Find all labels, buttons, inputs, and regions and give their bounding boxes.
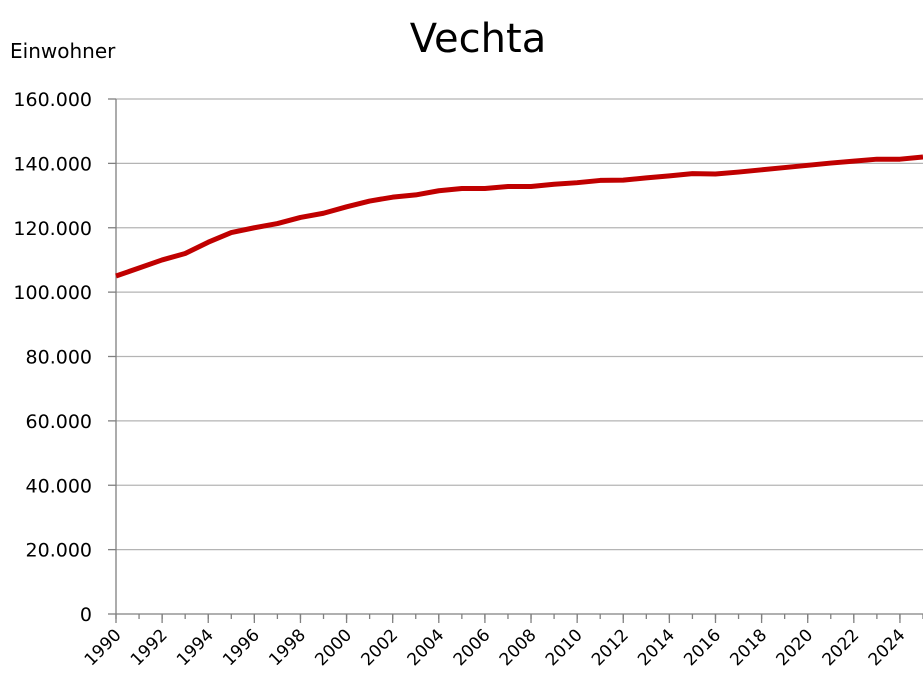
x-tick-label: 2008 <box>496 625 541 670</box>
y-tick-label: 100.000 <box>13 282 92 304</box>
x-tick-label: 2002 <box>357 625 402 670</box>
y-tick-label: 160.000 <box>13 89 92 111</box>
x-tick-label: 2024 <box>865 625 910 670</box>
x-tick-label: 2018 <box>726 625 771 670</box>
y-tick-label: 120.000 <box>13 218 92 240</box>
x-tick-label: 1990 <box>81 625 126 670</box>
x-tick-label: 2004 <box>404 625 449 670</box>
chart-title: Vechta <box>410 16 546 62</box>
data-line <box>115 154 923 279</box>
y-tick-label: 40.000 <box>26 475 92 497</box>
x-tick-label: 1998 <box>265 625 310 670</box>
y-tick-label: 0 <box>80 604 92 626</box>
x-tick-label: 2012 <box>588 625 633 670</box>
y-tick-label: 20.000 <box>26 540 92 562</box>
x-tick-label: 2006 <box>450 625 495 670</box>
x-tick-label: 2020 <box>773 625 818 670</box>
y-axis-label: Einwohner <box>10 39 116 63</box>
x-tick-label: 2022 <box>819 625 864 670</box>
y-tick-label: 140.000 <box>13 153 92 175</box>
y-tick-label: 80.000 <box>26 347 92 369</box>
x-tick-label: 2010 <box>542 625 587 670</box>
x-tick-label: 1992 <box>127 625 172 670</box>
x-tick-label: 2000 <box>311 625 356 670</box>
x-tick-label: 2014 <box>634 625 679 670</box>
x-tick-label: 1996 <box>219 625 264 670</box>
x-tick-label: 2016 <box>680 625 725 670</box>
y-tick-label: 60.000 <box>26 411 92 433</box>
x-tick-label: 1994 <box>173 625 218 670</box>
